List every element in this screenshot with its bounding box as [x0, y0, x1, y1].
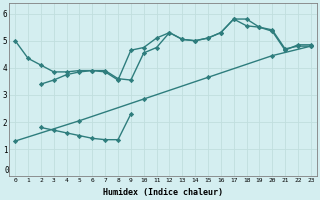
X-axis label: Humidex (Indice chaleur): Humidex (Indice chaleur): [103, 188, 223, 197]
Text: 0: 0: [4, 166, 9, 175]
